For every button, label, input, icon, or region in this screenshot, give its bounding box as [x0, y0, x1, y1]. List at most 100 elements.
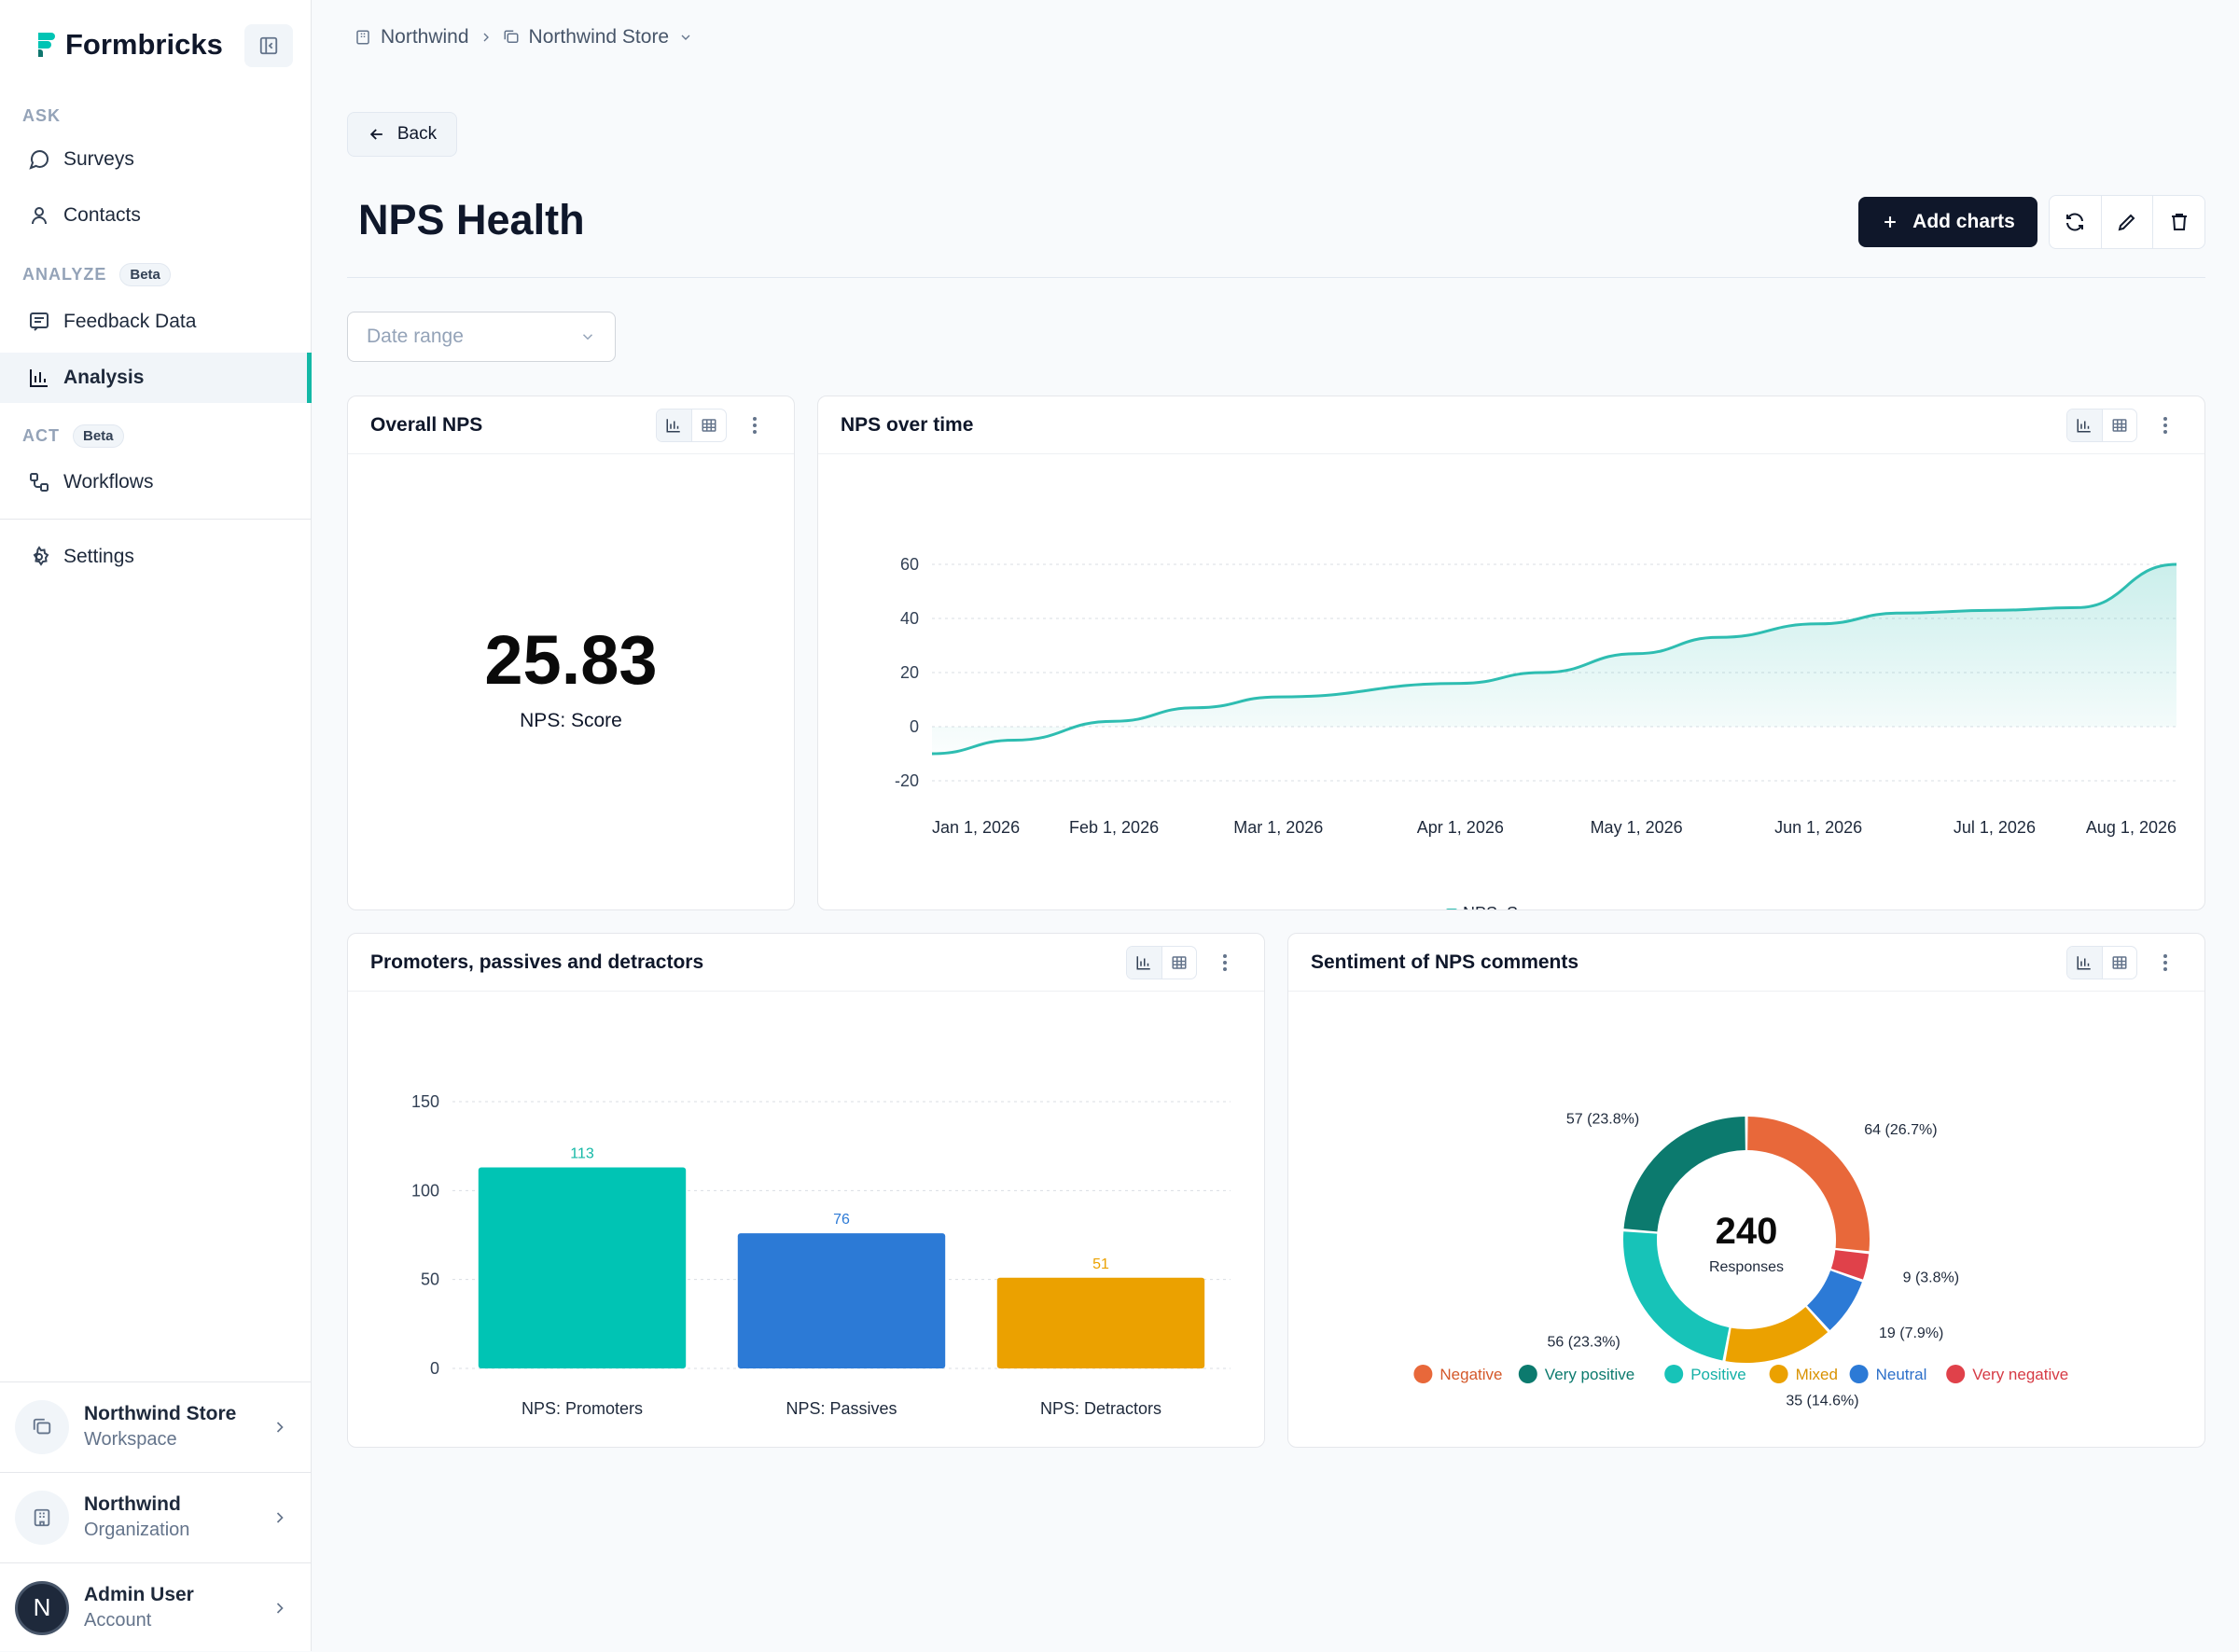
chart-view-button[interactable] [1127, 947, 1162, 979]
date-range-select[interactable]: Date range [347, 312, 616, 362]
chart-view-button[interactable] [2067, 410, 2103, 441]
legend-label: Very positive [1545, 1366, 1634, 1383]
collapse-sidebar-button[interactable] [244, 24, 293, 67]
breadcrumb-org[interactable]: Northwind [381, 26, 469, 48]
card-title: NPS over time [841, 413, 974, 436]
edit-button[interactable] [2102, 196, 2154, 248]
bar [737, 1233, 946, 1368]
page-title: NPS Health [358, 196, 585, 243]
sidebar-item-analysis[interactable]: Analysis [0, 353, 312, 403]
account-menu[interactable]: N Admin User Account [0, 1562, 312, 1652]
table-view-button[interactable] [2103, 410, 2137, 441]
nps-caption: NPS: Score [520, 710, 622, 731]
x-tick-label: Feb 1, 2026 [1069, 818, 1159, 837]
card-menu-button[interactable] [2154, 413, 2176, 437]
arrow-left-icon [369, 129, 382, 140]
x-tick-label: Aug 1, 2026 [2086, 818, 2176, 837]
organization-name: Northwind [84, 1493, 181, 1515]
table-view-button[interactable] [2103, 947, 2137, 979]
building-icon [15, 1490, 69, 1545]
back-button[interactable]: Back [347, 112, 457, 157]
delete-button[interactable] [2153, 196, 2204, 248]
bar-chart-icon [2077, 419, 2091, 433]
workspace-icon [15, 1399, 69, 1454]
sidebar-collapse-icon [259, 36, 278, 55]
overall-nps-card: Overall NPS 25.83 NPS: Score [347, 396, 795, 910]
chat-bubble-icon [29, 150, 49, 170]
breadcrumb: Northwind Northwind Store [355, 26, 693, 49]
donut-slice [1725, 1307, 1829, 1363]
sentiment-donut-chart: 64 (26.7%) 9 (3.8%) 19 (7.9%) 35 (14.6%) 56 … [1413, 1111, 2068, 1409]
nps-over-time-card: NPS over time 60 40 20 0 -20 Jan 1, 2026 Feb 1… [817, 396, 2205, 910]
brand-name: Formbricks [65, 28, 223, 61]
refresh-icon [2066, 213, 2084, 231]
donut-slice [1623, 1117, 1745, 1232]
workspace-name: Northwind Store [84, 1403, 237, 1424]
y-tick-label: 150 [411, 1092, 439, 1111]
y-tick-label: 40 [900, 609, 919, 628]
more-vertical-icon [753, 417, 757, 434]
bar [996, 1277, 1205, 1368]
legend-swatch [1946, 1365, 1966, 1383]
card-menu-button[interactable] [2154, 951, 2176, 975]
workspace-switcher[interactable]: Northwind Store Workspace [0, 1381, 312, 1471]
donut-slice [1623, 1231, 1730, 1361]
more-vertical-icon [1223, 954, 1227, 971]
chart-view-button[interactable] [2067, 947, 2103, 979]
user-icon [32, 207, 47, 225]
table-icon [702, 419, 716, 432]
sidebar-item-workflows[interactable]: Workflows [0, 457, 312, 507]
card-title: Overall NPS [370, 413, 483, 436]
sidebar-item-settings[interactable]: Settings [0, 532, 312, 582]
x-tick-label: Mar 1, 2026 [1233, 818, 1323, 837]
bar-chart-icon [30, 369, 48, 387]
card-menu-button[interactable] [744, 413, 766, 437]
card-menu-button[interactable] [1214, 951, 1236, 975]
legend-label: Negative [1439, 1366, 1502, 1383]
add-charts-button[interactable]: Add charts [1858, 197, 2037, 247]
table-view-button[interactable] [1162, 947, 1197, 979]
y-tick-label: 0 [910, 717, 919, 736]
building-icon [356, 30, 369, 45]
card-header: Sentiment of NPS comments [1288, 934, 2204, 992]
slice-value-label: 35 (14.6%) [1786, 1393, 1858, 1409]
legend-label: Neutral [1876, 1366, 1927, 1383]
workspace-sub: Workspace [84, 1429, 177, 1450]
donut-center-label: Responses [1709, 1259, 1784, 1275]
view-toggle [2066, 946, 2137, 979]
legend-label: Positive [1690, 1366, 1746, 1383]
card-title: Promoters, passives and detractors [370, 951, 704, 973]
sidebar-item-surveys[interactable]: Surveys [0, 134, 312, 185]
donut-slice [1830, 1250, 1870, 1280]
legend-swatch [1518, 1365, 1537, 1383]
view-toggle [656, 409, 727, 442]
beta-badge: Beta [119, 263, 171, 286]
avatar: N [15, 1580, 69, 1635]
chart-view-button[interactable] [657, 410, 692, 441]
gear-icon [33, 546, 49, 566]
legend-swatch [1413, 1365, 1433, 1383]
series-line [931, 562, 2177, 756]
breadcrumb-workspace[interactable]: Northwind Store [528, 26, 670, 48]
bar-chart-icon [2077, 956, 2091, 970]
x-tick-label: NPS: Promoters [522, 1399, 643, 1418]
table-view-button[interactable] [692, 410, 727, 441]
sidebar-item-feedback-data[interactable]: Feedback Data [0, 297, 312, 347]
slice-value-label: 57 (23.8%) [1566, 1111, 1639, 1127]
organization-switcher[interactable]: Northwind Organization [0, 1472, 312, 1562]
back-label: Back [396, 124, 438, 144]
brand-logo[interactable]: Formbricks [35, 28, 223, 62]
sidebar-item-label: Settings [63, 546, 134, 567]
sidebar-item-contacts[interactable]: Contacts [0, 190, 312, 241]
section-ask-label: ASK [22, 106, 62, 125]
sidebar-item-label: Feedback Data [63, 311, 197, 332]
refresh-button[interactable] [2050, 196, 2102, 248]
beta-badge: Beta [73, 424, 124, 448]
bar-chart-icon [1136, 956, 1150, 970]
formbricks-logo-icon [35, 31, 56, 59]
donut-slice [1807, 1270, 1862, 1331]
trash-icon [2171, 214, 2187, 230]
y-tick-label: 20 [900, 663, 919, 682]
chevron-down-icon [582, 334, 593, 340]
bar-chart-icon [666, 419, 680, 433]
